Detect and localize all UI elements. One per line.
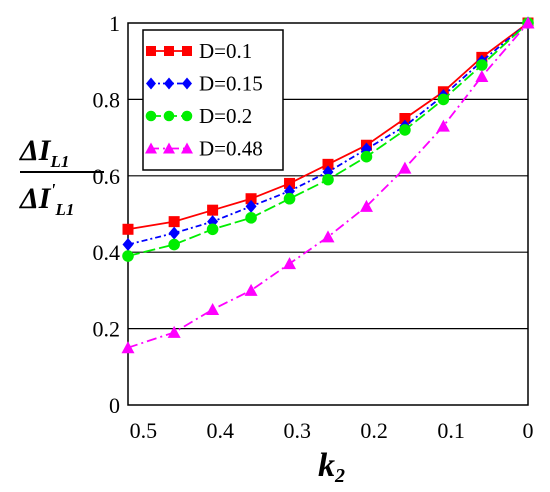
legend-label: D=0.15 bbox=[199, 72, 263, 96]
data-point bbox=[283, 192, 296, 205]
data-point bbox=[521, 16, 535, 29]
data-point bbox=[121, 341, 135, 354]
data-point bbox=[146, 46, 156, 56]
data-point bbox=[245, 199, 257, 213]
data-point bbox=[322, 173, 334, 186]
data-point bbox=[181, 110, 193, 122]
data-point bbox=[206, 223, 219, 236]
data-point bbox=[145, 110, 157, 122]
data-point bbox=[360, 150, 373, 163]
data-point bbox=[245, 212, 257, 224]
data-point bbox=[163, 142, 175, 154]
data-point bbox=[206, 303, 220, 315]
y-tick-label: 0.2 bbox=[93, 317, 121, 342]
legend-entry: D=0.1 bbox=[146, 39, 252, 63]
y-label-denominator: ΔI bbox=[19, 182, 52, 215]
y-axis-label: ΔIL1 ΔI'L1 bbox=[19, 134, 104, 219]
y-label-numerator: ΔI bbox=[19, 134, 52, 167]
data-point bbox=[245, 193, 257, 205]
x-tick-label: 0.2 bbox=[360, 418, 388, 443]
svg-text:ΔI'L1: ΔI'L1 bbox=[19, 180, 74, 219]
data-point bbox=[182, 46, 192, 56]
series-D=0.48 bbox=[121, 16, 535, 354]
y-tick-labels: 0 0.2 0.4 0.6 0.8 1 bbox=[93, 11, 121, 418]
data-point bbox=[182, 77, 192, 90]
y-label-denominator-prime: ' bbox=[50, 180, 55, 200]
series-layer bbox=[121, 16, 535, 354]
data-point bbox=[168, 226, 180, 240]
svg-text:ΔIL1: ΔIL1 bbox=[19, 134, 69, 171]
data-point bbox=[163, 110, 175, 122]
data-point bbox=[398, 161, 412, 174]
data-point bbox=[145, 142, 157, 154]
data-point bbox=[244, 283, 258, 296]
y-label-denominator-sub: L1 bbox=[55, 200, 75, 219]
data-point bbox=[164, 46, 174, 56]
x-tick-labels: 0.5 0.4 0.3 0.2 0.1 0 bbox=[130, 418, 534, 443]
x-tick-label: 0.4 bbox=[207, 418, 235, 443]
data-point bbox=[475, 69, 489, 82]
data-point bbox=[437, 93, 450, 106]
data-point bbox=[168, 238, 180, 251]
data-point bbox=[122, 238, 134, 252]
x-label-sub: 2 bbox=[334, 465, 345, 487]
series-D=0.2 bbox=[122, 17, 534, 262]
data-point bbox=[164, 77, 174, 90]
data-point bbox=[146, 77, 156, 90]
data-point bbox=[284, 177, 296, 189]
x-tick-label: 0 bbox=[523, 418, 534, 443]
x-tick-label: 0.3 bbox=[283, 418, 311, 443]
data-point bbox=[322, 158, 334, 170]
legend-label: D=0.48 bbox=[199, 137, 263, 161]
x-tick-label: 0.1 bbox=[437, 418, 465, 443]
data-point bbox=[359, 199, 373, 212]
legend-entry: D=0.48 bbox=[145, 137, 263, 161]
data-point bbox=[207, 204, 219, 216]
legend: D=0.1 D=0.15 D=0.2 D=0.48 bbox=[142, 29, 284, 171]
data-point bbox=[181, 142, 193, 154]
data-point bbox=[122, 250, 134, 262]
x-axis-label: k2 bbox=[318, 447, 345, 487]
data-point bbox=[167, 325, 181, 338]
x-tick-label: 0.5 bbox=[130, 418, 158, 443]
data-point bbox=[399, 113, 411, 124]
legend-label: D=0.1 bbox=[199, 39, 252, 63]
legend-label: D=0.2 bbox=[199, 104, 252, 128]
data-point bbox=[476, 59, 488, 71]
y-tick-label: 0 bbox=[109, 393, 120, 418]
y-tick-label: 1 bbox=[109, 11, 120, 36]
y-tick-label: 0.4 bbox=[93, 240, 121, 265]
y-tick-label: 0.6 bbox=[93, 164, 121, 189]
data-point bbox=[436, 119, 450, 132]
y-label-numerator-sub: L1 bbox=[49, 152, 69, 171]
data-point bbox=[399, 124, 411, 136]
data-point bbox=[168, 216, 180, 228]
legend-entry: D=0.2 bbox=[145, 104, 252, 128]
data-point bbox=[321, 230, 335, 243]
x-label-main: k bbox=[318, 447, 335, 484]
data-point bbox=[122, 223, 134, 235]
plot-frame bbox=[127, 22, 529, 406]
legend-entry: D=0.15 bbox=[146, 72, 263, 96]
data-point bbox=[283, 257, 297, 270]
y-tick-label: 0.8 bbox=[93, 87, 121, 112]
